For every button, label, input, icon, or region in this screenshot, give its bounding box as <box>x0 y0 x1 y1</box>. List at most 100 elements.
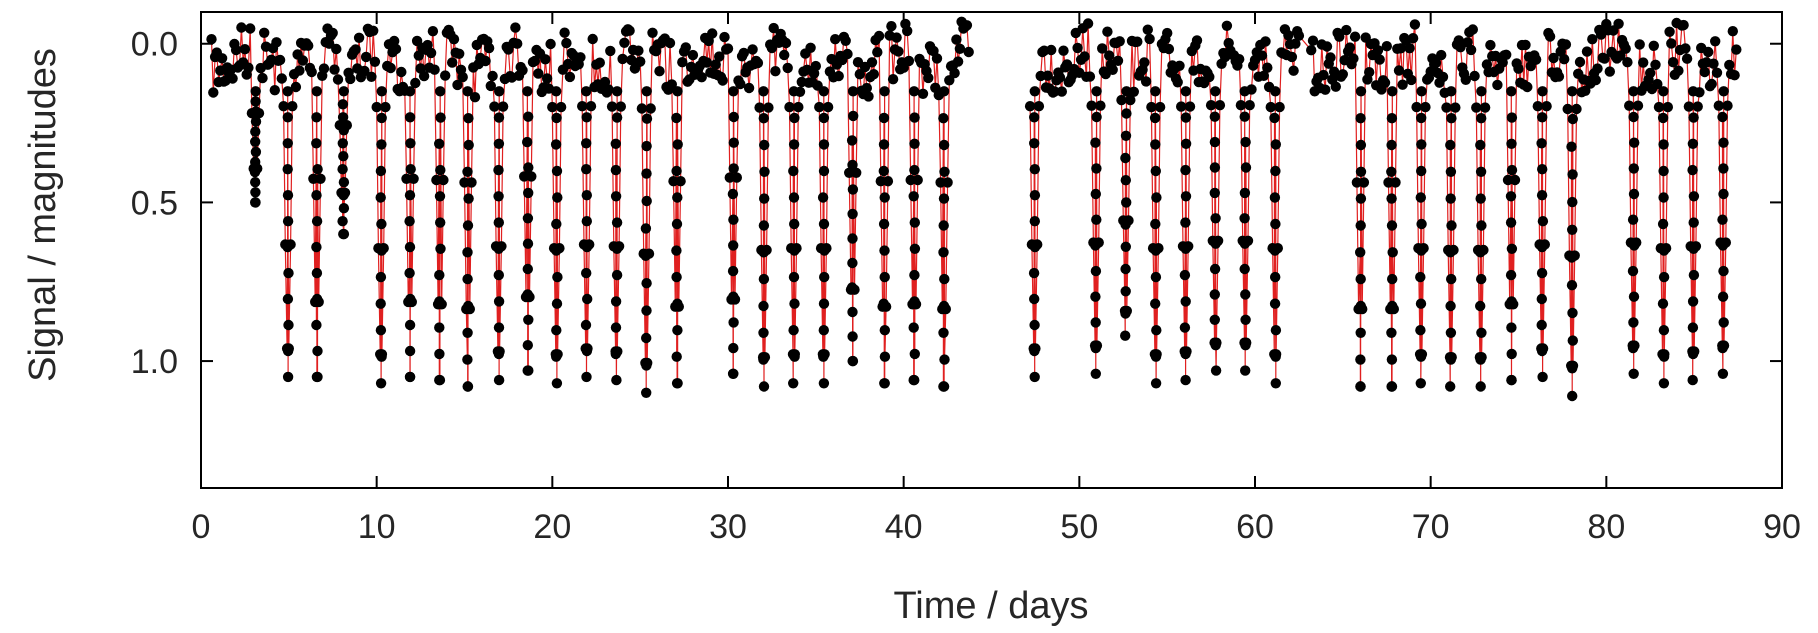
data-point <box>728 137 739 148</box>
data-point <box>754 102 765 113</box>
data-point <box>1093 237 1104 248</box>
data-point <box>641 86 652 97</box>
data-point <box>447 57 458 68</box>
data-point <box>788 139 800 150</box>
data-point <box>523 162 534 173</box>
data-point <box>1628 317 1639 328</box>
data-point <box>666 79 677 90</box>
data-point <box>1205 100 1217 111</box>
data-point <box>243 62 254 73</box>
data-point <box>311 319 322 331</box>
data-point <box>1631 237 1642 248</box>
data-point <box>1628 188 1640 200</box>
data-point <box>1653 101 1665 113</box>
data-point <box>1162 27 1173 39</box>
data-point <box>1104 50 1115 61</box>
data-point <box>818 139 830 150</box>
data-point <box>728 163 739 174</box>
data-point <box>434 138 445 149</box>
data-point <box>1270 271 1281 283</box>
data-point <box>1627 214 1639 225</box>
data-point <box>763 102 774 113</box>
data-point <box>559 27 570 38</box>
data-point <box>847 159 858 171</box>
data-point <box>879 86 890 97</box>
data-point <box>1415 271 1426 283</box>
data-point <box>641 305 652 316</box>
data-point <box>1172 77 1183 88</box>
data-point <box>1149 112 1161 124</box>
data-point <box>1692 101 1703 112</box>
data-point <box>1140 76 1152 87</box>
data-point <box>1553 71 1565 82</box>
data-point <box>1711 67 1723 79</box>
data-point <box>345 73 356 85</box>
data-point <box>851 167 862 178</box>
data-point <box>1658 86 1669 97</box>
data-point <box>759 166 770 177</box>
data-point <box>360 51 372 63</box>
data-point <box>1446 86 1457 97</box>
data-point <box>1029 293 1040 305</box>
data-point <box>1718 317 1729 328</box>
data-point <box>672 139 683 150</box>
data-point <box>584 239 595 250</box>
data-point <box>1355 166 1367 177</box>
data-point <box>385 62 396 74</box>
data-point <box>1567 196 1578 208</box>
x-tick-label: 90 <box>1763 508 1801 546</box>
data-point <box>789 298 800 309</box>
data-point <box>1163 43 1175 55</box>
data-point <box>496 241 507 252</box>
data-point <box>418 70 430 82</box>
data-point <box>818 86 829 97</box>
data-point <box>878 165 889 177</box>
data-point <box>1501 49 1512 60</box>
data-point <box>1475 300 1486 312</box>
data-point <box>910 299 922 310</box>
data-point <box>610 296 622 307</box>
data-point <box>938 86 950 97</box>
data-point <box>728 214 739 225</box>
data-point <box>641 278 652 289</box>
data-point <box>1386 381 1398 392</box>
data-point <box>848 110 859 122</box>
data-point <box>1537 371 1548 383</box>
data-point <box>283 267 294 279</box>
data-point <box>963 46 974 58</box>
data-point <box>610 322 622 333</box>
data-point <box>643 248 655 259</box>
data-point <box>523 111 534 122</box>
data-point <box>1628 368 1639 379</box>
data-point <box>245 23 256 34</box>
data-point <box>376 349 388 360</box>
data-point <box>1239 187 1251 199</box>
data-point <box>1560 39 1572 50</box>
x-tick-label: 50 <box>1060 508 1098 546</box>
data-point <box>1209 111 1221 122</box>
data-point <box>404 241 416 253</box>
data-point <box>1505 269 1517 281</box>
data-point <box>770 66 781 77</box>
data-point <box>938 327 949 338</box>
data-point <box>1325 52 1336 63</box>
data-point <box>1090 291 1101 302</box>
data-point <box>1180 296 1191 307</box>
data-point <box>1334 31 1345 42</box>
data-point <box>522 213 534 224</box>
data-point <box>1652 78 1663 90</box>
data-point <box>434 348 445 360</box>
data-point <box>633 45 644 56</box>
data-point <box>840 35 851 46</box>
data-point <box>1569 250 1580 261</box>
data-point <box>405 138 416 149</box>
data-point <box>523 365 534 376</box>
data-point <box>1086 100 1097 111</box>
data-point <box>337 216 348 227</box>
data-point <box>939 354 950 365</box>
data-point <box>738 47 749 59</box>
data-point <box>1307 35 1319 46</box>
data-point <box>1567 335 1579 346</box>
data-point <box>849 284 860 295</box>
data-point <box>290 81 302 93</box>
